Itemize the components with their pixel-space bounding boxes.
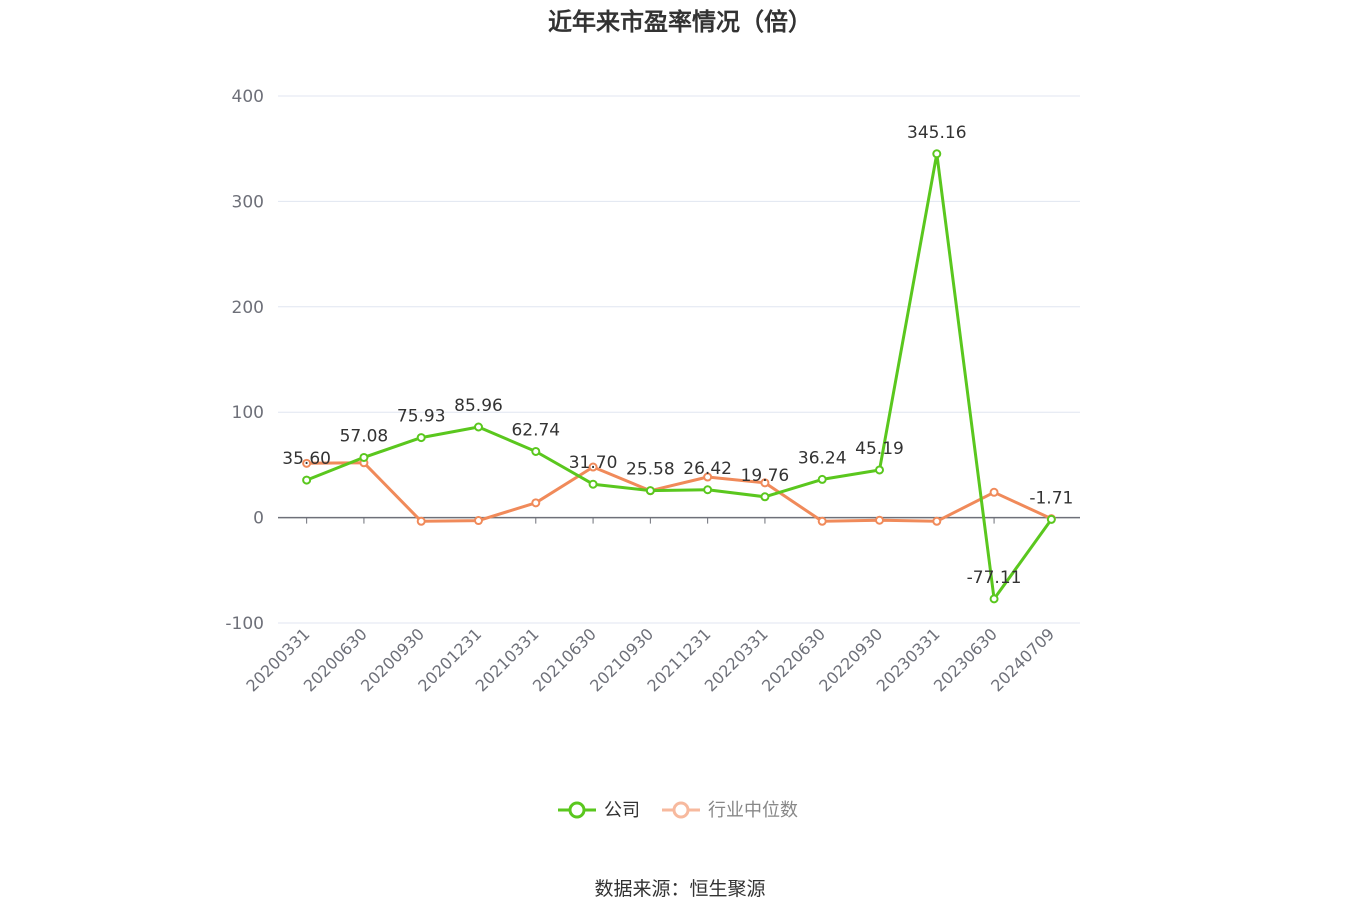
legend-swatch-marker: [672, 801, 690, 819]
data-label-layer: 35.60 57.08 75.93 85.96 62.74 31.70 25.58 26.42…: [282, 123, 1073, 588]
series-line: [306, 152, 1053, 601]
series-line: [306, 461, 1053, 523]
legend-label: 公司: [604, 800, 640, 821]
data-point[interactable]: [645, 486, 655, 496]
data-label: 345.16: [907, 123, 966, 143]
data-point[interactable]: [760, 492, 770, 502]
data-point[interactable]: [932, 516, 942, 526]
data-point[interactable]: [588, 462, 598, 472]
data-label: 25.58: [626, 460, 675, 480]
data-label: 75.93: [397, 407, 446, 427]
data-point[interactable]: [302, 458, 312, 468]
y-tick-label: -100: [225, 614, 264, 634]
data-label: 62.74: [511, 420, 560, 440]
data-label: -77.11: [967, 568, 1022, 588]
data-point[interactable]: [588, 479, 598, 489]
data-point[interactable]: [989, 594, 999, 604]
axis-layer: 4003002001000-10020200331202006302020093…: [225, 87, 1080, 695]
data-point[interactable]: [474, 516, 483, 526]
legend-item-company[interactable]: 公司: [558, 800, 640, 821]
data-point[interactable]: [817, 474, 827, 484]
legend-label: 行业中位数: [708, 800, 798, 821]
data-point[interactable]: [817, 516, 827, 526]
data-point[interactable]: [760, 478, 770, 488]
series-layer: [302, 149, 1056, 604]
data-label: 19.76: [741, 466, 790, 486]
data-point[interactable]: [989, 487, 999, 497]
data-point[interactable]: [703, 472, 713, 482]
legend-swatch-marker: [568, 801, 586, 819]
legend-item-industry-median[interactable]: 行业中位数: [662, 800, 798, 821]
y-tick-label: 200: [232, 298, 264, 318]
series-company: [302, 149, 1056, 604]
data-point[interactable]: [531, 446, 541, 456]
data-point[interactable]: [875, 465, 884, 475]
data-label: 36.24: [798, 448, 847, 468]
data-label: 26.42: [683, 459, 732, 479]
data-label: 57.08: [340, 426, 389, 446]
data-point[interactable]: [932, 149, 942, 159]
legend[interactable]: 公司 行业中位数: [558, 800, 798, 821]
data-point[interactable]: [875, 515, 884, 525]
chart-title: 近年来市盈率情况（倍）: [548, 8, 812, 36]
y-tick-label: 300: [232, 192, 264, 212]
data-label: 85.96: [454, 396, 503, 416]
data-point[interactable]: [416, 516, 426, 526]
y-tick-label: 400: [232, 87, 264, 107]
series-industry-median: [302, 458, 1056, 526]
grid-layer: [278, 95, 1080, 624]
data-point[interactable]: [474, 422, 483, 432]
data-label: 31.70: [569, 453, 618, 473]
data-label: 35.60: [282, 449, 331, 469]
data-point[interactable]: [703, 485, 713, 495]
data-point[interactable]: [531, 498, 541, 508]
data-label: -1.71: [1029, 488, 1073, 508]
data-point[interactable]: [302, 475, 312, 485]
data-point[interactable]: [416, 433, 426, 443]
data-point[interactable]: [1046, 514, 1056, 524]
y-tick-label: 0: [253, 509, 264, 529]
data-label: 45.19: [855, 439, 904, 459]
y-tick-label: 100: [232, 403, 264, 423]
data-source-note: 数据来源：恒生聚源: [594, 878, 765, 900]
data-point[interactable]: [359, 452, 369, 462]
